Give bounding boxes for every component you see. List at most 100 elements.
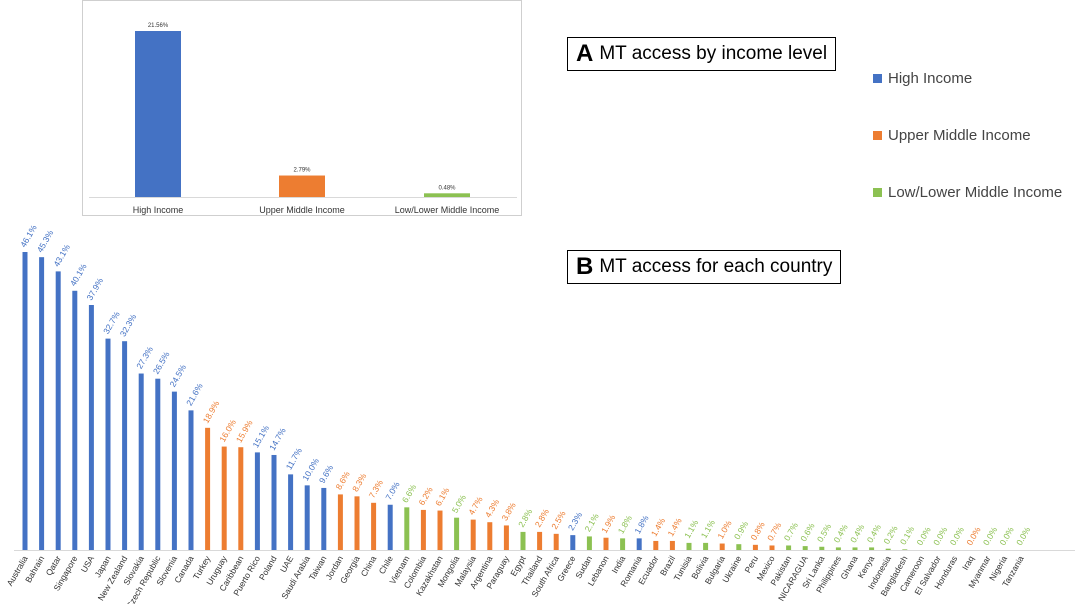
tick-label-romania: Romania [618, 554, 644, 589]
data-label-slovakia: 27.3% [134, 344, 155, 370]
bar-saudi-arabia [304, 485, 310, 550]
legend-swatch-low-income [873, 188, 882, 197]
bar-bangladesh [902, 549, 908, 550]
bar-ukraine [736, 544, 742, 550]
tick-label-south-africa: South Africa [529, 554, 561, 599]
data-label-philippines: 0.4% [831, 522, 850, 544]
data-label-poland: 14.7% [267, 426, 288, 452]
bar-mongolia [454, 517, 460, 550]
tick-label-peru: Peru [742, 554, 760, 575]
bar-new-zealand [122, 341, 128, 550]
data-label-lebanon: 1.9% [599, 513, 618, 535]
tick-label-philippines: Philippines [814, 554, 843, 595]
bar-slovenia [171, 391, 177, 550]
data-label-bahrain: 45.3% [35, 228, 56, 254]
bar-ghana [852, 547, 858, 550]
legend-item-low-income: Low/Lower Middle Income [873, 184, 1062, 201]
bar-paraguay [503, 525, 509, 550]
data-label-czech-republic: 26.5% [151, 349, 172, 375]
panel-a-title: A MT access by income level [567, 37, 837, 71]
data-label-qatar: 43.1% [51, 242, 72, 268]
data-label-indonesia: 0.2% [881, 524, 900, 546]
legend-swatch-upper-middle-income [873, 131, 882, 140]
tick-label-bahrain: Bahrain [23, 554, 46, 585]
data-label-chile: 7.0% [383, 480, 402, 502]
data-label-japan: 32.7% [101, 309, 122, 335]
tick-label-sri-lanka: Sri Lanka [800, 554, 827, 590]
legend-item-high-income: High Income [873, 70, 972, 87]
tick-label-kazakhstan: Kazakhstan [414, 554, 445, 598]
tick-label-sudan: Sudan [573, 554, 594, 581]
data-label-turkey: 18.9% [201, 399, 222, 425]
data-label-puerto-rico: 15.1% [250, 423, 271, 449]
bar-puerto-rico [254, 452, 260, 550]
tick-label-greece: Greece [555, 554, 578, 583]
bar-thailand [537, 531, 543, 550]
tick-label-saudi-arabia: Saudi Arabia [279, 554, 312, 601]
tick-label-pakistan: Pakistan [768, 554, 793, 587]
tick-label-el-salvador: El Salvador [912, 554, 942, 597]
tick-label-chile: Chile [377, 554, 395, 576]
bar-uae [288, 474, 294, 550]
bar-turkey [205, 427, 211, 550]
data-label-thailand: 2.8% [533, 507, 552, 529]
data-label-colombia: 6.2% [416, 485, 435, 507]
bar-canada [188, 410, 194, 550]
legend-item-upper-middle-income: Upper Middle Income [873, 127, 1031, 144]
tick-label-canada: Canada [172, 554, 196, 585]
data-label-caribbean: 15.9% [234, 418, 255, 444]
bar-philippines [835, 547, 841, 550]
data-label-ecuador: 1.4% [649, 516, 668, 538]
data-label-mexico: 0.7% [765, 520, 784, 542]
data-label-cameroon: 0.0% [914, 525, 933, 547]
data-label-uruguay: 16.0% [217, 417, 238, 443]
tick-label-upper-middle-income: Upper Middle Income [259, 205, 345, 215]
panel-a-title-text: MT access by income level [599, 43, 828, 64]
bar-romania [636, 538, 642, 550]
tick-label-georgia: Georgia [338, 554, 362, 585]
data-label-georgia: 8.3% [350, 471, 369, 493]
tick-label-australia: Australia [5, 554, 30, 588]
data-label-tunisia: 1.1% [682, 518, 701, 540]
tick-label-czech-republic: Czech Republic [124, 553, 163, 604]
data-label-el-salvador: 0.0% [931, 525, 950, 547]
bar-caribbean [238, 447, 244, 550]
data-label-south-africa: 2.5% [549, 509, 568, 531]
data-label-canada: 21.6% [184, 381, 205, 407]
bar-poland [271, 454, 277, 550]
bar-taiwan [321, 487, 327, 550]
bar-greece [570, 535, 576, 550]
tick-label-jordan: Jordan [323, 554, 345, 582]
bar-ecuador [653, 540, 659, 550]
data-label-peru: 0.8% [748, 520, 767, 542]
tick-label-mongolia: Mongolia [435, 554, 461, 589]
data-label-bulgaria: 1.0% [715, 518, 734, 540]
data-label-high-income: 21.56% [148, 23, 169, 29]
data-label-kazakhstan: 6.1% [433, 485, 452, 507]
bar-bulgaria [719, 543, 725, 550]
data-label-greece: 2.3% [566, 510, 585, 532]
bar-bahrain [39, 257, 45, 550]
legend-label-low-income: Low/Lower Middle Income [888, 184, 1063, 201]
bar-vietnam [404, 507, 410, 550]
tick-label-honduras: Honduras [932, 554, 959, 591]
bar-peru [752, 544, 758, 550]
tick-label-japan: Japan [92, 554, 112, 579]
bar-kenya [869, 547, 875, 550]
tick-label-paraguay: Paraguay [484, 553, 511, 590]
bar-brazil [669, 540, 675, 550]
data-label-low-lower-middle-income: 0.48% [438, 185, 456, 191]
bar-jordan [337, 494, 343, 550]
data-label-bangladesh: 0.1% [898, 524, 917, 546]
tick-label-uae: UAE [278, 554, 296, 574]
tick-label-lebanon: Lebanon [586, 554, 611, 588]
bar-high-income [135, 31, 181, 197]
tick-label-bulgaria: Bulgaria [703, 554, 727, 586]
bar-chile [387, 504, 393, 550]
tick-label-cameroon: Cameroon [898, 554, 927, 594]
tick-label-puerto-rico: Puerto Rico [231, 554, 262, 598]
data-label-myanmar: 0.0% [981, 525, 1000, 547]
tick-label-slovenia: Slovenia [154, 554, 179, 587]
bar-qatar [55, 271, 61, 550]
bar-bolivia [703, 542, 709, 550]
